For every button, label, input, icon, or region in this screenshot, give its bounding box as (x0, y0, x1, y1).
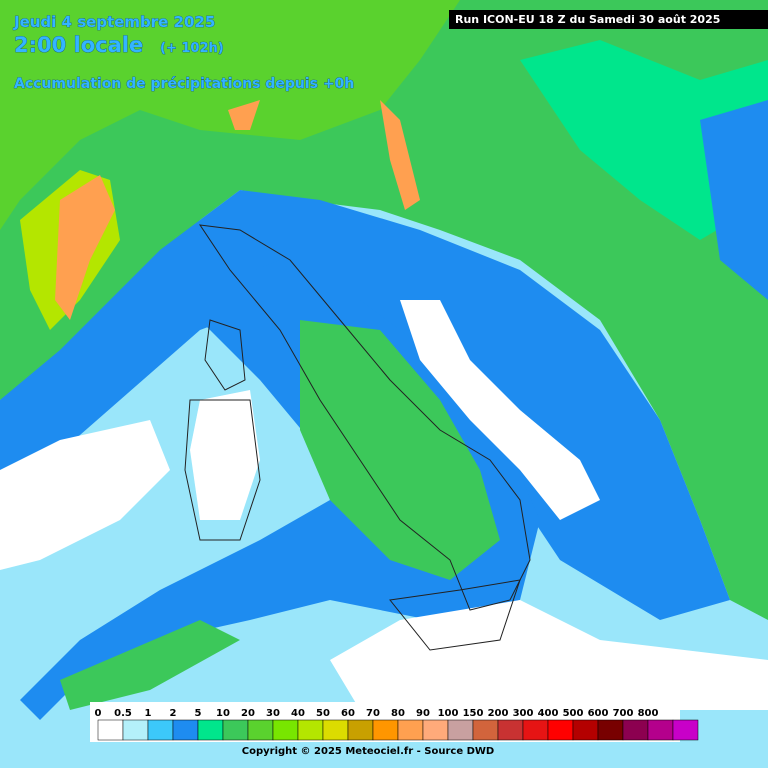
legend-swatch (647, 719, 674, 741)
legend-swatch (172, 719, 199, 741)
legend-label: 800 (638, 708, 659, 719)
legend-label: 10 (216, 708, 230, 719)
precip-green (60, 620, 240, 710)
precip-blue (0, 190, 730, 620)
legend-label: 20 (241, 708, 255, 719)
precip-blue (700, 100, 768, 300)
precip-orange (380, 100, 420, 210)
legend-label: 600 (588, 708, 609, 719)
legend-swatch (597, 719, 624, 741)
legend-swatch (222, 719, 249, 741)
legend-swatch (472, 719, 499, 741)
legend-label: 0 (95, 708, 102, 719)
legend-swatch (297, 719, 324, 741)
legend-label: 90 (416, 708, 430, 719)
legend-swatch (372, 719, 399, 741)
legend-swatch (497, 719, 524, 741)
legend-label: 2 (170, 708, 177, 719)
legend: 0 0.5 1 2 5 10 20 30 40 50 60 70 80 90 100 150 200 300 400… (95, 708, 699, 741)
legend-swatch (572, 719, 599, 741)
legend-swatch (272, 719, 299, 741)
time: 2:00 locale (14, 33, 143, 57)
run-info: Run ICON-EU 18 Z du Samedi 30 août 2025 (455, 13, 720, 26)
subtitle: Accumulation de précipitations depuis +0… (14, 76, 354, 92)
coastline-corsica (204, 319, 246, 391)
legend-swatch (422, 719, 449, 741)
run-box (449, 10, 768, 29)
legend-swatch (547, 719, 574, 741)
coastline-sicily (389, 579, 521, 651)
legend-swatch (122, 719, 149, 741)
legend-label: 60 (341, 708, 355, 719)
precip-green (0, 0, 768, 620)
legend-swatch (522, 719, 549, 741)
precip-none (400, 300, 600, 520)
precip-green (300, 320, 500, 580)
legend-swatch (97, 719, 124, 741)
legend-label: 400 (538, 708, 559, 719)
precip-none (190, 390, 260, 520)
legend-swatch (322, 719, 349, 741)
precip-orange (55, 175, 115, 320)
legend-swatch (397, 719, 424, 741)
legend-swatch (347, 719, 374, 741)
precip-teal (520, 40, 768, 240)
legend-label: 100 (438, 708, 459, 719)
legend-swatch (672, 719, 699, 741)
legend-label: 0.5 (114, 708, 132, 719)
coastline-sardinia (184, 399, 261, 541)
legend-label: 5 (195, 708, 202, 719)
precip-none (330, 600, 768, 710)
legend-label: 50 (316, 708, 330, 719)
legend-label: 40 (291, 708, 305, 719)
legend-label: 80 (391, 708, 405, 719)
legend-label: 1 (145, 708, 152, 719)
legend-label: 30 (266, 708, 280, 719)
legend-swatch (447, 719, 474, 741)
legend-swatch (197, 719, 224, 741)
legend-swatch (622, 719, 649, 741)
legend-label: 300 (513, 708, 534, 719)
legend-label: 500 (563, 708, 584, 719)
date: Jeudi 4 septembre 2025 (13, 13, 215, 31)
legend-label: 70 (366, 708, 380, 719)
lead: (+ 102h) (160, 41, 224, 56)
legend-label: 700 (613, 708, 634, 719)
legend-swatch (247, 719, 274, 741)
precip-none (0, 420, 170, 570)
legend-label: 200 (488, 708, 509, 719)
precip-orange (228, 100, 260, 130)
legend-label: 150 (463, 708, 484, 719)
copyright: Copyright © 2025 Meteociel.fr - Source D… (242, 746, 494, 757)
legend-swatch (147, 719, 174, 741)
